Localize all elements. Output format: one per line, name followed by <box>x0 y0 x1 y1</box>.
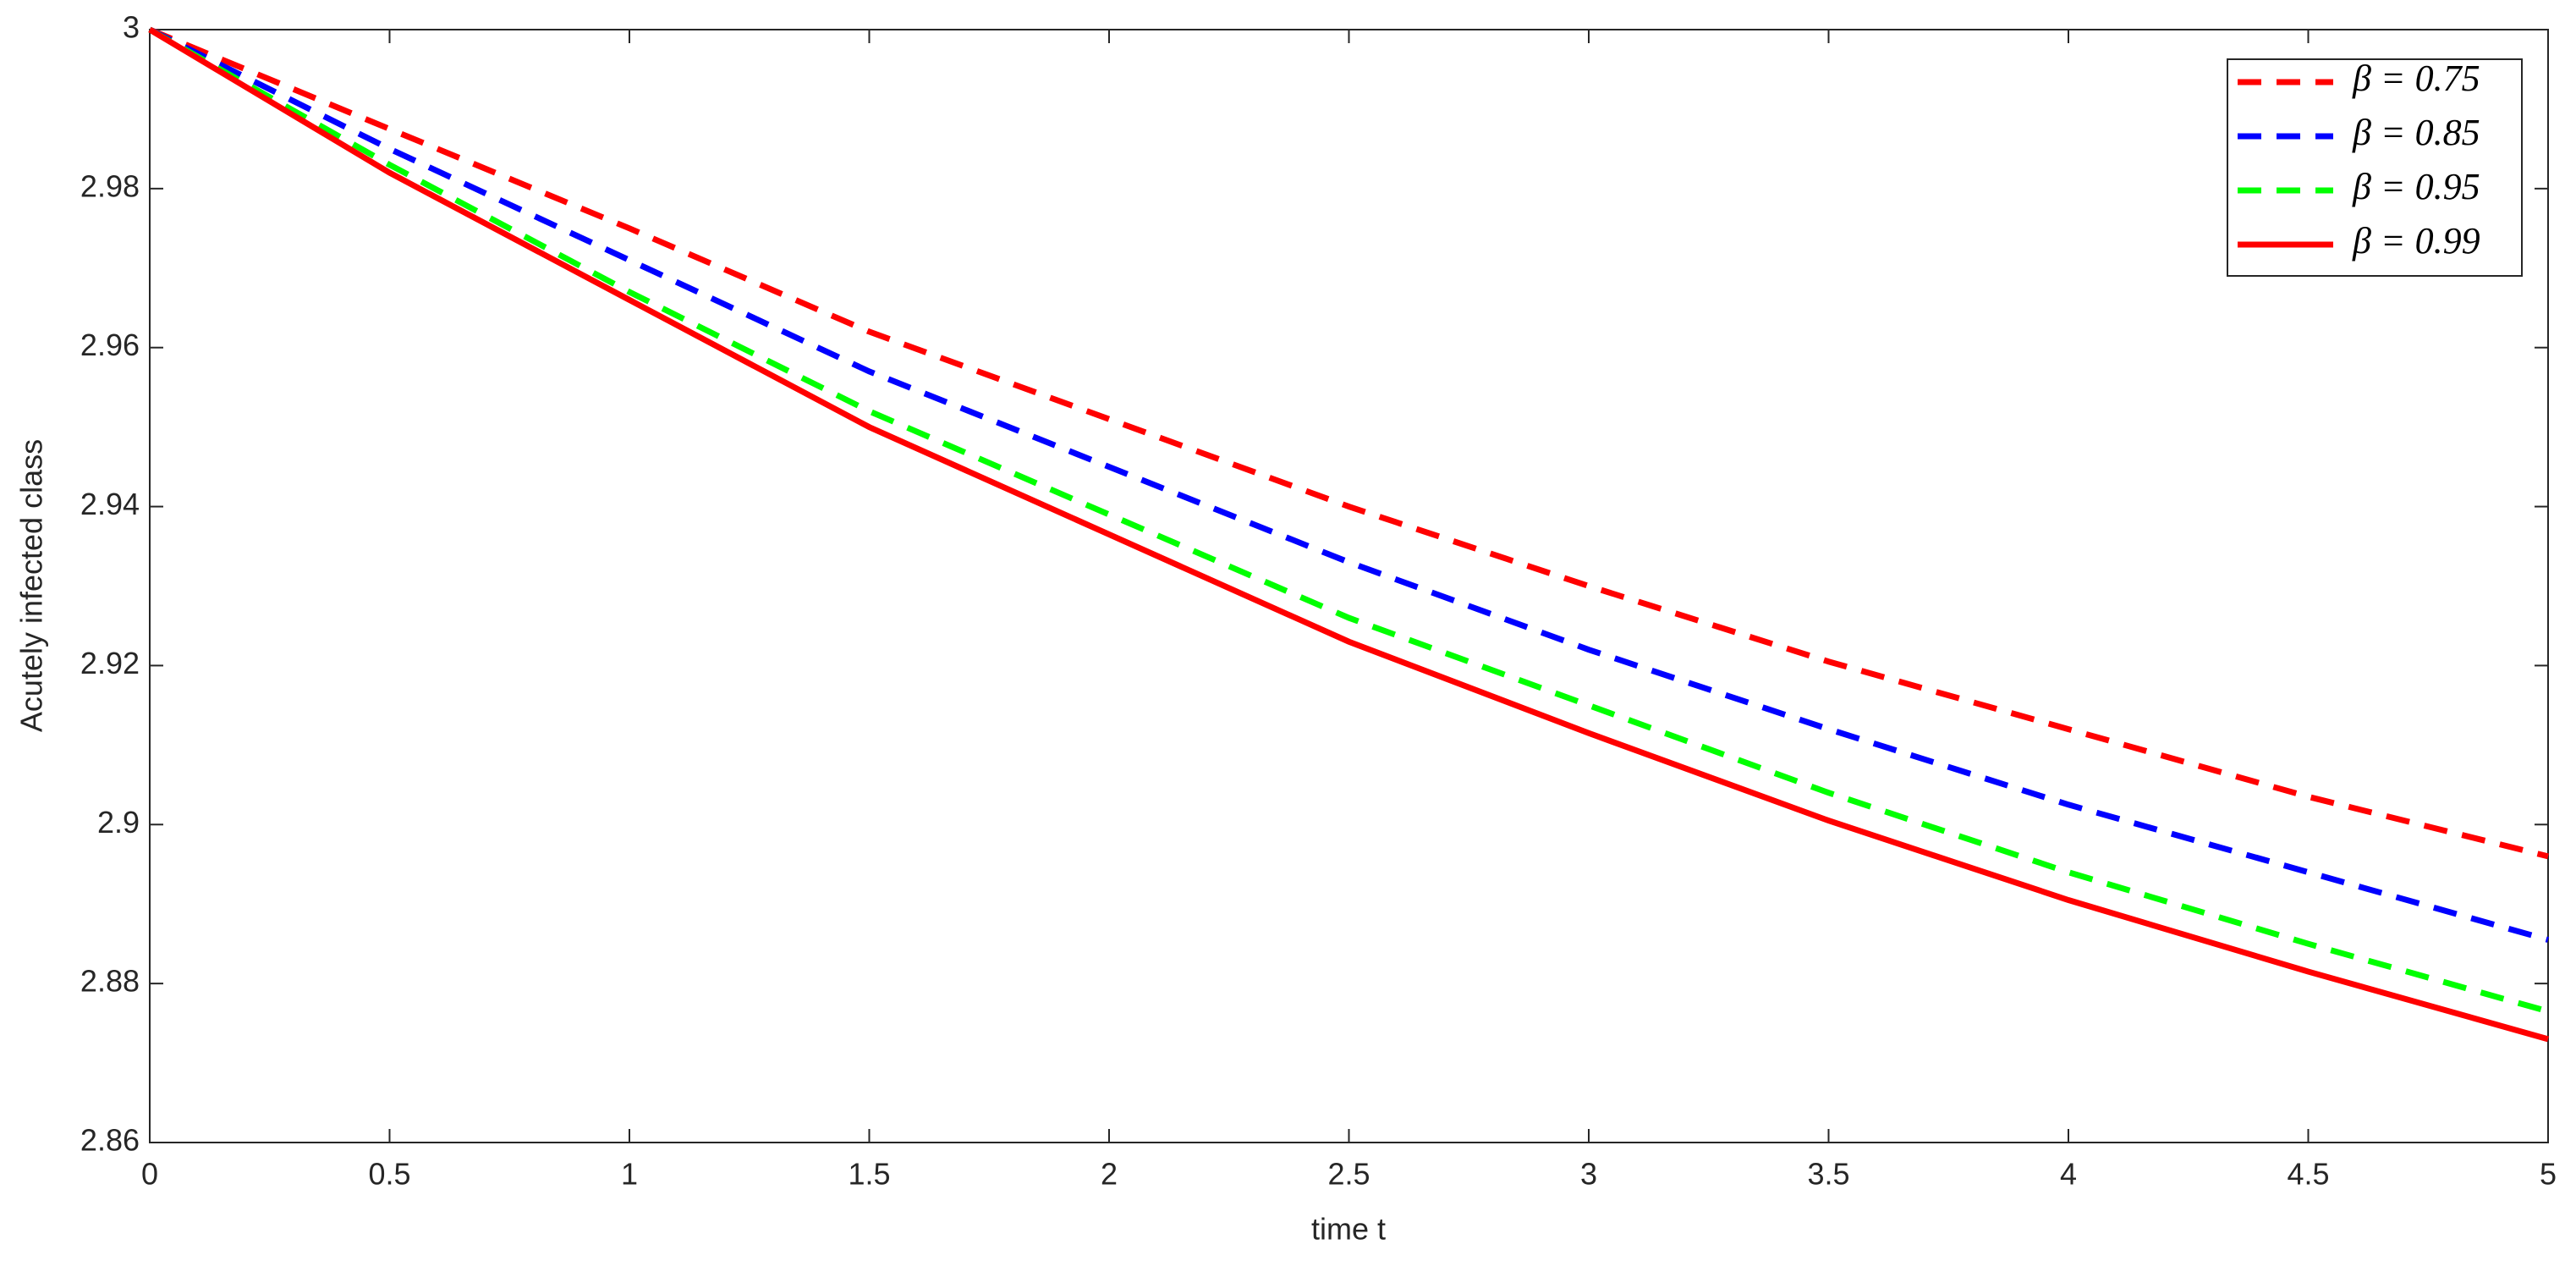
x-tick-label: 3.5 <box>1807 1157 1849 1192</box>
y-tick-label: 2.9 <box>97 805 140 840</box>
series-line <box>148 26 2549 943</box>
x-tick-label: 5 <box>2540 1157 2557 1192</box>
y-tick-label: 2.96 <box>80 328 140 362</box>
y-tick-label: 3 <box>123 10 140 45</box>
y-tick-label: 2.92 <box>80 646 140 680</box>
legend-label: β = 0.85 <box>2352 112 2480 153</box>
plot-area <box>149 29 2549 1143</box>
series-line <box>148 26 2549 1015</box>
x-tick-label: 0.5 <box>368 1157 410 1192</box>
legend-label: β = 0.99 <box>2352 220 2480 262</box>
x-tick-label: 1 <box>621 1157 638 1192</box>
legend-label: β = 0.95 <box>2352 166 2480 207</box>
x-axis-label: time t <box>1311 1212 1386 1247</box>
y-axis-label: Acutely infected class <box>14 439 49 732</box>
series-line <box>148 26 2549 860</box>
x-tick-label: 1.5 <box>848 1157 890 1192</box>
y-tick-label: 2.94 <box>80 487 140 521</box>
y-tick-label: 2.88 <box>80 964 140 999</box>
legend-label: β = 0.75 <box>2352 58 2480 99</box>
y-tick-label: 2.86 <box>80 1123 140 1158</box>
x-tick-label: 4.5 <box>2287 1157 2329 1192</box>
x-tick-label: 4 <box>2060 1157 2077 1192</box>
legend-box <box>2227 58 2523 277</box>
y-tick-label: 2.98 <box>80 168 140 203</box>
x-tick-label: 0 <box>141 1157 158 1192</box>
x-tick-label: 2.5 <box>1327 1157 1370 1192</box>
x-tick-label: 3 <box>1580 1157 1597 1192</box>
x-tick-label: 2 <box>1101 1157 1118 1192</box>
series-line <box>148 26 2549 1043</box>
